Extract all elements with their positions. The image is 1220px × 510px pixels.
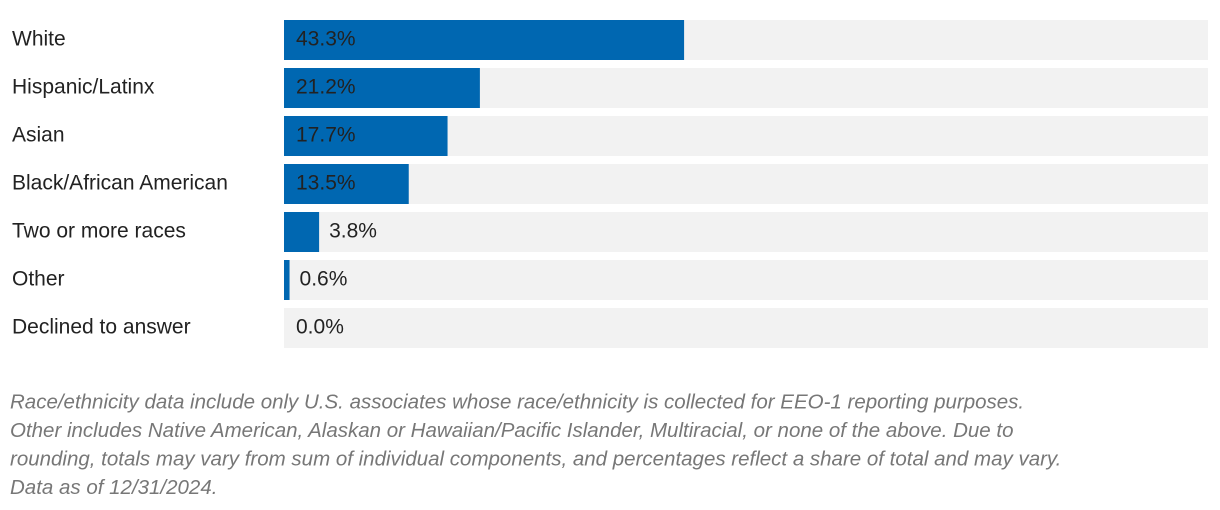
bar (284, 20, 685, 60)
category-label: Declined to answer (12, 316, 191, 339)
value-label: 21.2% (296, 76, 356, 99)
category-label: Other (12, 268, 65, 291)
value-label: 3.8% (329, 220, 377, 243)
category-label: Black/African American (12, 172, 228, 195)
bar (284, 260, 290, 300)
category-label: Hispanic/Latinx (12, 76, 155, 99)
footnote: Data as of 12/31/2024. (10, 476, 217, 499)
bar-track (284, 308, 1208, 348)
category-label: Asian (12, 124, 65, 147)
value-label: 17.7% (296, 124, 356, 147)
value-label: 43.3% (296, 28, 356, 51)
bar-track (284, 164, 1208, 204)
footnote: rounding, totals may vary from sum of in… (10, 447, 1061, 470)
value-label: 0.0% (296, 316, 344, 339)
footnote: Race/ethnicity data include only U.S. as… (10, 390, 1024, 413)
bar (284, 212, 320, 252)
bar-track (284, 212, 1208, 252)
value-label: 13.5% (296, 172, 356, 195)
bar (284, 116, 448, 156)
footnote: Other includes Native American, Alaskan … (10, 419, 1013, 442)
bar (284, 68, 480, 108)
value-label: 0.6% (300, 268, 348, 291)
category-label: Two or more races (12, 220, 186, 243)
bar-track (284, 260, 1208, 300)
category-label: White (12, 28, 66, 51)
bar (284, 164, 409, 204)
